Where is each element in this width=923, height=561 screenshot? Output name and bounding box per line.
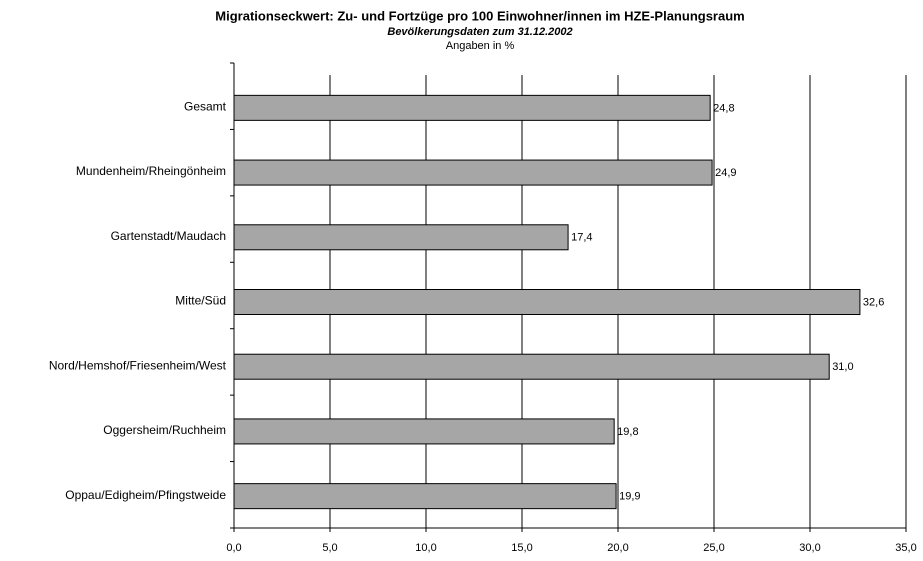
bar: [233, 289, 861, 315]
x-tick-label: 5,0: [322, 542, 337, 554]
y-tick-label: Mundenheim/Rheingönheim: [76, 164, 226, 178]
chart-title: Migrationseckwert: Zu- und Fortzüge pro …: [215, 8, 744, 23]
value-label: 32,6: [863, 296, 884, 308]
chart-note: Angaben in %: [446, 40, 515, 52]
bar: [233, 418, 615, 445]
x-tick-label: 25,0: [703, 542, 724, 554]
value-label: 24,9: [715, 167, 736, 179]
x-tick-label: 15,0: [511, 542, 532, 554]
x-tick-label: 10,0: [415, 542, 436, 554]
value-label: 19,8: [617, 426, 638, 438]
bar: [233, 94, 711, 121]
y-tick-label: Oppau/Edigheim/Pfingstweide: [65, 488, 226, 502]
y-tick-label: Gesamt: [184, 100, 227, 114]
x-tick-label: 20,0: [607, 542, 628, 554]
value-label: 24,8: [713, 102, 734, 114]
y-tick-label: Gartenstadt/Maudach: [111, 229, 226, 243]
value-label: 19,9: [619, 491, 640, 503]
bar: [233, 159, 713, 186]
x-tick-label: 0,0: [226, 542, 241, 554]
value-label: 17,4: [571, 232, 592, 244]
y-tick-label: Nord/Hemshof/Friesenheim/West: [49, 358, 227, 372]
bar: [233, 353, 830, 380]
bar: [233, 483, 617, 510]
x-tick-label: 35,0: [895, 542, 916, 554]
value-label: 31,0: [832, 361, 853, 373]
chart-subtitle: Bevölkerungsdaten zum 31.12.2002: [387, 26, 572, 38]
y-tick-label: Oggersheim/Ruchheim: [103, 423, 226, 437]
y-tick-label: Mitte/Süd: [175, 294, 226, 308]
bar: [233, 224, 569, 251]
x-tick-label: 30,0: [799, 542, 820, 554]
